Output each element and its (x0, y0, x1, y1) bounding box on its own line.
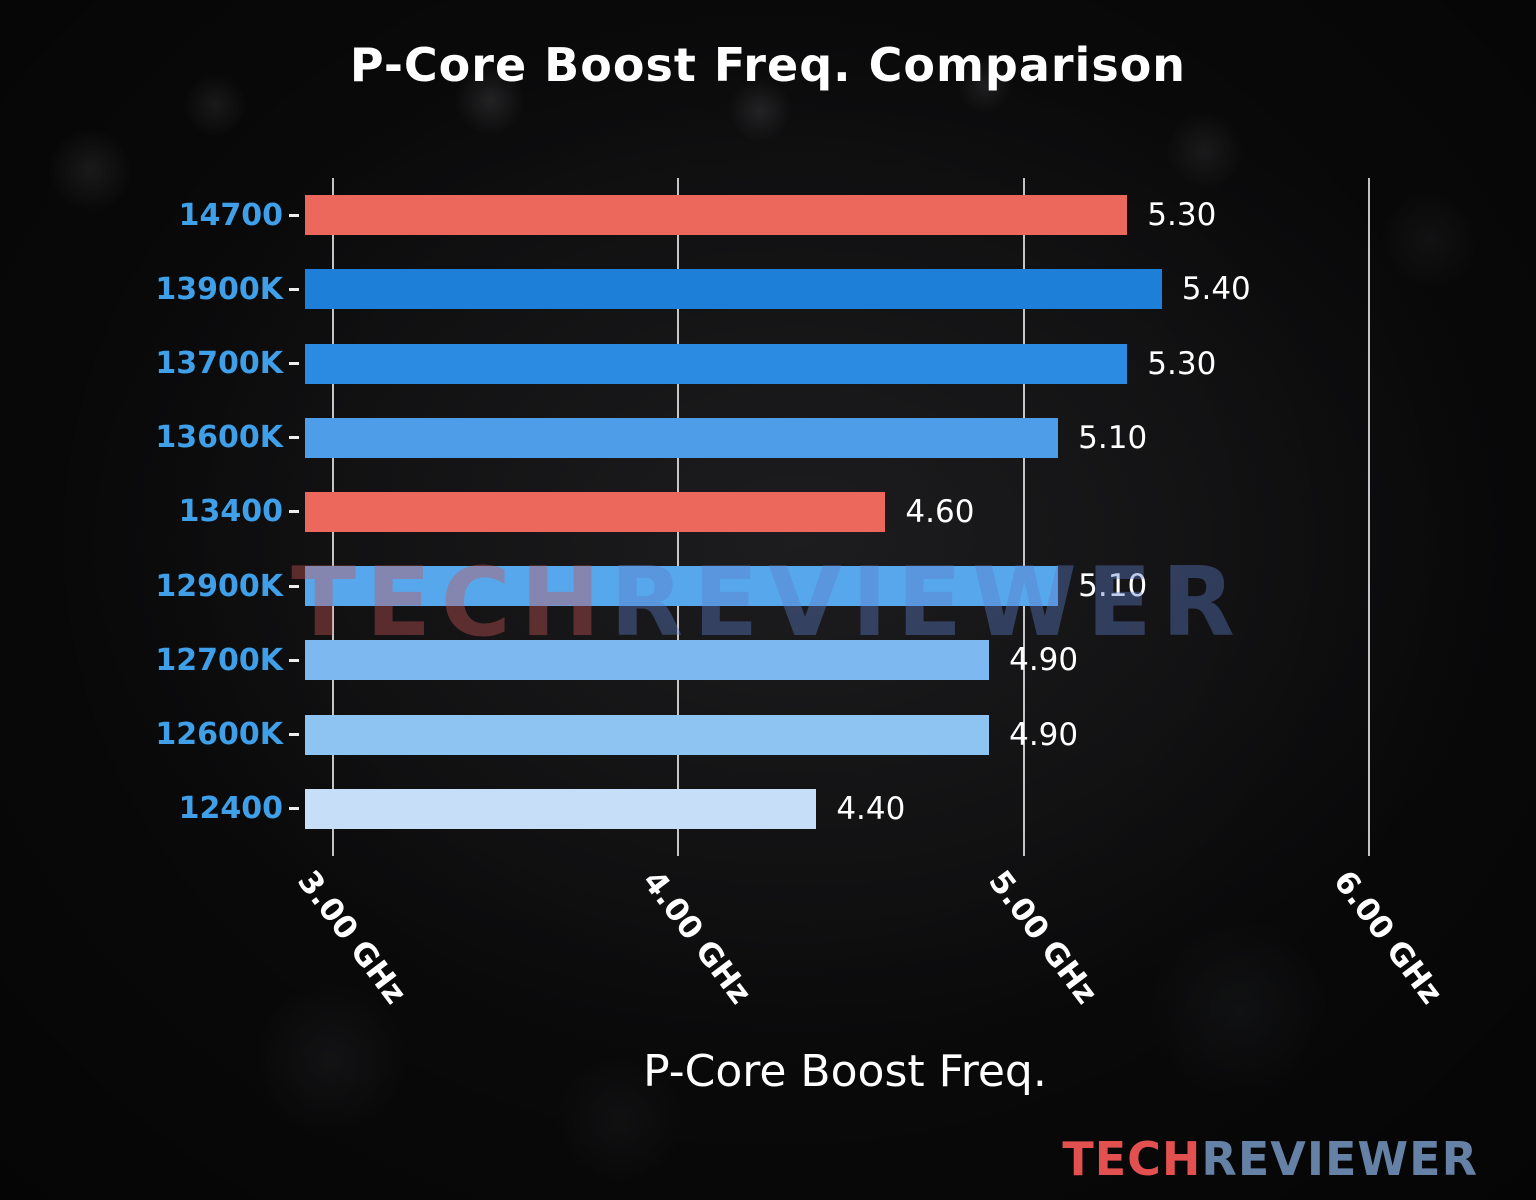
bar-track: 5.10 (305, 417, 1490, 458)
value-label: 4.60 (905, 493, 975, 530)
gridline (1022, 178, 1025, 846)
x-tick-label: 4.00 GHz (635, 864, 759, 1011)
bar-row: 12600K 4.90 (0, 698, 1490, 772)
y-tick-mark (289, 658, 299, 662)
y-tick-mark (289, 807, 299, 811)
value-label: 4.40 (836, 790, 906, 827)
value-label: 4.90 (1009, 642, 1079, 679)
y-tick-mark (289, 213, 299, 217)
bar (305, 566, 1059, 607)
category-label: 14700 (178, 197, 283, 233)
x-tick-mark (1368, 846, 1371, 856)
bar-track: 4.60 (305, 491, 1490, 532)
chart-title: P-Core Boost Freq. Comparison (349, 38, 1187, 92)
bar-row: 12400 4.40 (0, 772, 1490, 846)
plot-area: 14700 5.30 13900K 5.40 13700K 5.30 13600… (0, 178, 1490, 846)
value-label: 5.10 (1078, 419, 1148, 456)
bar-rows: 14700 5.30 13900K 5.40 13700K 5.30 13600… (0, 178, 1490, 846)
value-label: 5.30 (1147, 197, 1217, 234)
x-tick-mark (331, 846, 334, 856)
bar-track: 5.30 (305, 195, 1490, 236)
value-label: 5.30 (1147, 345, 1217, 382)
bar-track: 5.10 (305, 566, 1490, 607)
y-tick-mark (289, 584, 299, 588)
y-tick-mark (289, 436, 299, 440)
y-tick-mark (289, 362, 299, 366)
category-label: 13900K (155, 271, 283, 307)
bar-row: 13700K 5.30 (0, 326, 1490, 400)
bar-track: 5.30 (305, 343, 1490, 384)
x-tick-mark (1022, 846, 1025, 856)
bar-track: 5.40 (305, 269, 1490, 310)
value-label: 5.40 (1181, 271, 1251, 308)
category-label: 12900K (155, 568, 283, 604)
x-tick-label: 3.00 GHz (289, 864, 413, 1011)
logo-reviewer: REVIEWER (1201, 1132, 1478, 1186)
x-tick-label: 5.00 GHz (980, 864, 1104, 1011)
category-label: 12700K (155, 642, 283, 678)
value-label: 4.90 (1009, 716, 1079, 753)
bar-track: 4.40 (305, 788, 1490, 829)
bar (305, 417, 1059, 458)
brand-logo: TECHREVIEWER (1062, 1132, 1478, 1186)
bar-row: 12700K 4.90 (0, 623, 1490, 697)
gridline (1368, 178, 1371, 846)
watermark-reviewer: REVIEWER (610, 548, 1245, 658)
y-tick-mark (289, 733, 299, 737)
watermark-tech: TECH (291, 548, 611, 658)
category-label: 12400 (178, 791, 283, 827)
bar-row: 12900K 5.10 (0, 549, 1490, 623)
category-label: 12600K (155, 717, 283, 753)
bar (305, 269, 1162, 310)
bar (305, 714, 990, 755)
bar-row: 14700 5.30 (0, 178, 1490, 252)
watermark: TECHREVIEWER (0, 548, 1536, 658)
bar-track: 4.90 (305, 640, 1490, 681)
bar-row: 13900K 5.40 (0, 252, 1490, 326)
x-tick-mark (677, 846, 680, 856)
bar (305, 195, 1128, 236)
y-tick-mark (289, 510, 299, 514)
bar (305, 343, 1128, 384)
bar (305, 788, 817, 829)
bar (305, 640, 990, 681)
category-label: 13600K (155, 420, 283, 456)
bar-row: 13400 4.60 (0, 475, 1490, 549)
category-label: 13400 (178, 494, 283, 530)
logo-tech: TECH (1062, 1132, 1202, 1186)
bar-track: 4.90 (305, 714, 1490, 755)
x-axis-label: P-Core Boost Freq. (643, 1046, 1047, 1097)
x-axis-ticks: 3.00 GHz 4.00 GHz 5.00 GHz 6.00 GHz (290, 846, 1490, 1066)
bar (305, 491, 886, 532)
y-tick-mark (289, 287, 299, 291)
x-tick-label: 6.00 GHz (1326, 864, 1450, 1011)
bar-row: 13600K 5.10 (0, 401, 1490, 475)
category-label: 13700K (155, 346, 283, 382)
value-label: 5.10 (1078, 568, 1148, 605)
